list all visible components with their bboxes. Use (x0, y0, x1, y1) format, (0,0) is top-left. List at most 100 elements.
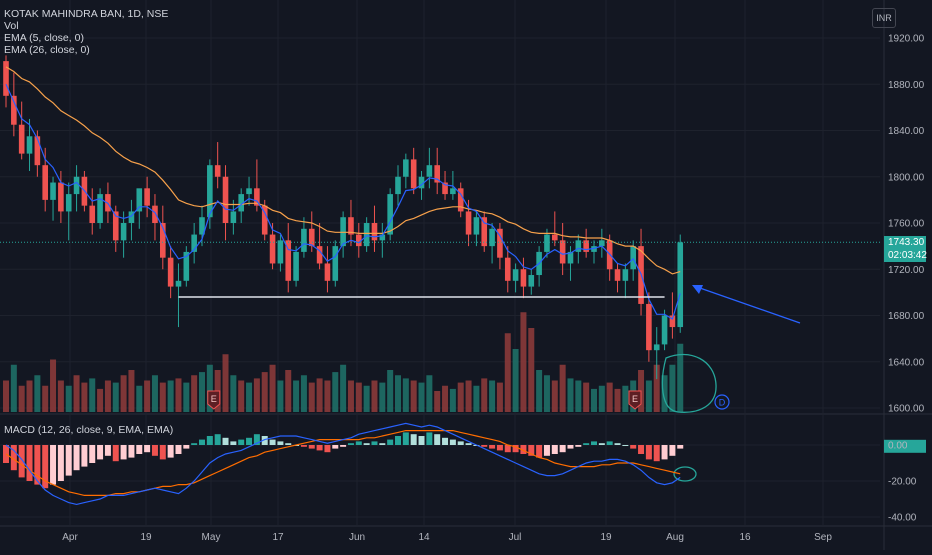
candle-body (622, 269, 629, 281)
volume-bar (26, 380, 33, 412)
volume-bar (622, 385, 629, 412)
volume-bar (614, 388, 621, 412)
volume-bar (128, 370, 135, 412)
macd-histogram-bar (183, 445, 190, 449)
price-tick-label: 1800.00 (888, 172, 925, 183)
time-tick-label: Jul (509, 532, 522, 543)
macd-histogram-bar (630, 445, 637, 449)
dividend-marker-label: D (719, 398, 726, 408)
volume-bar (496, 382, 503, 412)
macd-histogram-bar (277, 441, 284, 445)
candle-body (599, 240, 605, 247)
volume-bars (3, 312, 684, 412)
candle-body (332, 246, 339, 281)
volume-bar (300, 375, 307, 412)
volume-bar (97, 388, 104, 412)
symbol-title[interactable]: KOTAK MAHINDRA BAN, 1D, NSE (4, 8, 169, 20)
price-tick-label: 1760.00 (888, 219, 925, 230)
volume-bar (104, 380, 111, 412)
macd-histogram-bar (591, 441, 597, 445)
candle-body (348, 217, 354, 235)
volume-bar (332, 372, 339, 412)
macd-histogram-bar (457, 441, 464, 445)
volume-bar (379, 382, 386, 412)
macd-histogram-bar (622, 445, 629, 446)
candle-body (128, 211, 135, 223)
volume-bar (551, 380, 558, 412)
macd-tick-label: -20.00 (888, 477, 917, 488)
candle-body (42, 165, 48, 200)
earnings-marker (628, 390, 642, 410)
candle-body (528, 275, 535, 287)
candle-body (489, 228, 495, 247)
volume-bar (598, 385, 605, 412)
volume-legend[interactable]: Vol (4, 20, 19, 32)
volume-bar (371, 380, 378, 412)
macd-histogram-bar (442, 437, 449, 445)
volume-bar (465, 380, 472, 412)
ema-short-legend[interactable]: EMA (5, close, 0) (4, 32, 84, 44)
volume-bar (277, 380, 284, 412)
macd-histogram-bar (645, 445, 652, 460)
macd-histogram-bar (559, 445, 566, 453)
volume-bar (65, 385, 72, 412)
price-tick-label: 1880.00 (888, 80, 925, 91)
time-tick-label: May (202, 532, 221, 543)
candle-body (261, 205, 268, 235)
candle-body (11, 95, 17, 125)
volume-bar (575, 380, 582, 412)
volume-bar (583, 382, 590, 412)
candle-body (504, 257, 511, 281)
volume-bar (183, 382, 190, 412)
candle-body (324, 263, 331, 281)
volume-bar (293, 380, 300, 412)
candle-body (230, 211, 237, 223)
macd-histogram-bar (300, 445, 307, 447)
candle-body (457, 188, 464, 212)
macd-histogram-bar (387, 439, 394, 445)
candle-body (18, 124, 25, 154)
macd-histogram-bar (246, 437, 253, 445)
candle-body (544, 234, 550, 252)
candle-body (356, 234, 362, 247)
ema-long-legend[interactable]: EMA (26, close, 0) (4, 44, 90, 56)
macd-histogram-bar (465, 443, 472, 445)
macd-histogram-bar (638, 445, 645, 454)
macd-tick-label: 0.00 (888, 441, 908, 452)
candle-body (418, 176, 425, 189)
macd-legend[interactable]: MACD (12, 26, close, 9, EMA, EMA) (4, 424, 174, 436)
volume-bar (206, 364, 213, 412)
macd-histogram-bar (426, 432, 433, 445)
ema-5-line (5, 84, 681, 320)
macd-histogram-bar (89, 445, 96, 463)
volume-bar (50, 359, 57, 412)
volume-bar (512, 349, 519, 412)
volume-bar (457, 382, 464, 412)
candle-body (614, 269, 621, 281)
macd-histogram-bar (65, 445, 72, 476)
volume-bar (442, 385, 449, 412)
macd-histogram-bar (536, 445, 543, 458)
macd-histogram-bar (285, 443, 292, 445)
macd-histogram-bar (575, 445, 582, 447)
macd-pane (3, 422, 926, 506)
candle-body (465, 211, 472, 235)
macd-histogram-bar (214, 434, 221, 445)
candle-body (160, 223, 166, 258)
volume-bar (434, 391, 441, 412)
candle-body (191, 234, 197, 252)
currency-button[interactable]: INR (872, 8, 896, 28)
volume-bar (136, 385, 143, 412)
candle-body (97, 194, 103, 223)
candle-body (646, 303, 652, 351)
volume-bar (669, 364, 676, 412)
volume-bar (606, 382, 613, 412)
macd-histogram-bar (496, 445, 503, 451)
macd-histogram-bar (199, 439, 205, 445)
volume-bar (591, 388, 597, 412)
macd-histogram-bar (144, 445, 151, 453)
candle-body (559, 240, 566, 264)
